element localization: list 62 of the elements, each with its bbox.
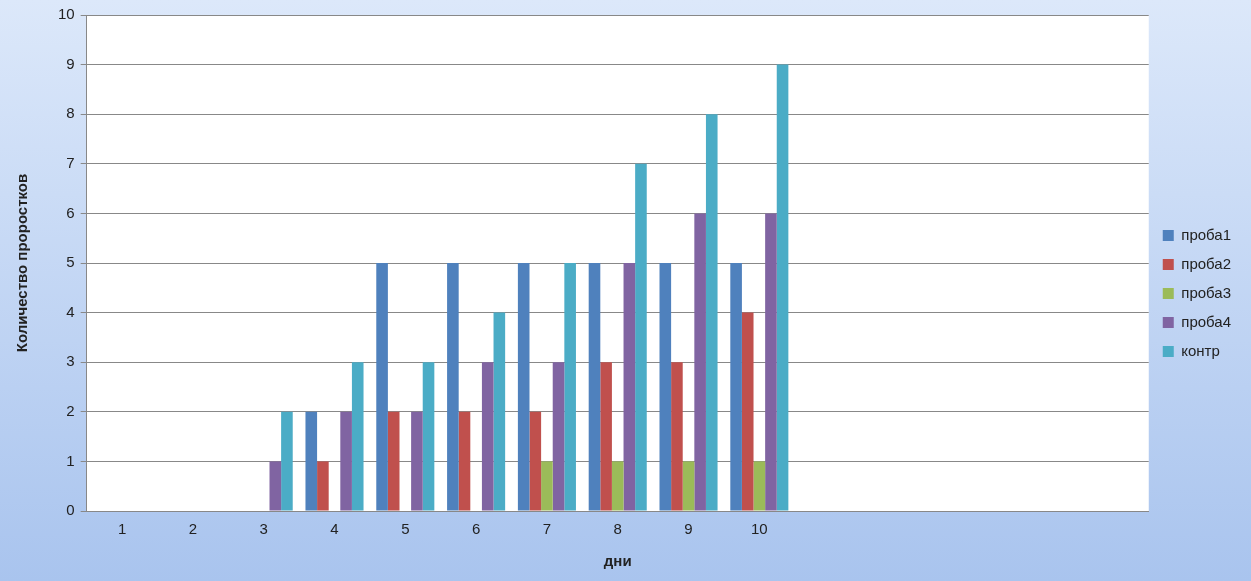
bar [705,114,718,511]
bar [600,362,612,511]
bar [765,213,777,511]
legend-label: проба4 [1181,312,1232,330]
y-tick-label: 3 [66,352,75,370]
bar [317,461,329,511]
x-tick-label: 8 [613,520,622,538]
bar [611,461,624,511]
bar [269,461,282,511]
bar [564,263,576,511]
bar [552,362,565,511]
bar [458,411,471,511]
bar [447,263,459,511]
bar [517,263,530,511]
y-tick-label: 7 [66,153,75,171]
y-tick-label: 4 [66,302,75,320]
bar [694,213,706,511]
bar [351,362,364,511]
x-tick-label: 1 [117,520,127,538]
legend-label: проба1 [1181,225,1232,243]
x-tick-label: 5 [401,520,410,538]
bar [741,312,754,511]
x-tick-label: 3 [259,520,268,538]
bar [671,362,683,511]
y-axis-title: Количество проростков [13,173,31,353]
bar [387,411,400,511]
x-tick-label: 2 [188,520,198,538]
bar [682,461,695,511]
y-tick-label: 5 [66,253,75,271]
y-tick-label: 0 [66,501,75,519]
bar [422,362,435,511]
bar [305,411,318,511]
bar [776,64,789,511]
legend-label: проба2 [1181,254,1232,272]
bar [340,411,352,511]
x-tick-label: 4 [330,520,339,538]
bar [635,163,647,511]
bar [281,411,293,511]
bar [623,263,636,511]
x-tick-label: 6 [471,520,481,538]
bar [411,411,423,511]
bar [588,263,601,511]
legend-label: проба3 [1181,283,1232,301]
x-tick-label: 7 [542,520,552,538]
legend-label: контр [1181,341,1220,359]
bar [376,263,388,511]
x-tick-label: 10 [750,520,768,538]
y-tick-label: 1 [66,451,75,469]
y-tick-label: 10 [58,5,75,23]
bar [753,461,766,511]
bar [481,362,494,511]
bar [493,312,506,511]
y-tick-label: 6 [66,203,75,221]
y-tick-label: 8 [66,104,75,122]
x-tick-label: 9 [684,520,693,538]
bar [659,263,672,511]
bar [541,461,553,511]
y-tick-label: 2 [66,401,75,419]
x-axis-title: дни [603,552,632,570]
bar [730,263,742,511]
y-tick-label: 9 [66,54,75,72]
bar [529,411,542,511]
